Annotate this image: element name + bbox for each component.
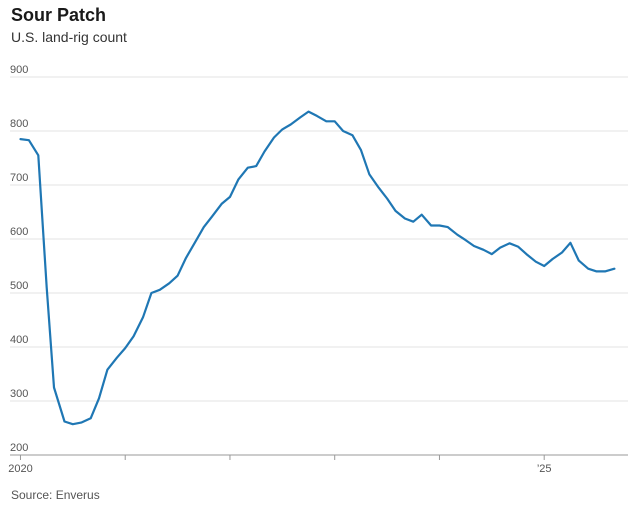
x-tick-label: ’25 (537, 463, 552, 475)
x-axis-ticks (19, 455, 545, 460)
y-tick-label: 500 (10, 280, 28, 292)
series-line (19, 110, 616, 426)
series-group (19, 110, 616, 426)
x-axis-labels: 2020 ’25 (8, 463, 551, 475)
y-tick-label: 400 (10, 334, 28, 346)
y-tick-label: 800 (10, 118, 28, 130)
x-tick-label: 2020 (8, 463, 32, 475)
y-tick-label: 600 (10, 226, 28, 238)
chart-subtitle: U.S. land-rig count (11, 29, 127, 45)
y-tick-label: 300 (10, 388, 28, 400)
source-note: Source: Enverus (11, 488, 100, 502)
chart-title: Sour Patch (11, 5, 107, 25)
gridlines (10, 76, 628, 402)
y-tick-label: 700 (10, 172, 28, 184)
y-tick-label: 200 (10, 442, 28, 454)
y-tick-label: 900 (10, 64, 28, 76)
y-axis-labels: 900 800 700 600 500 400 300 200 (10, 64, 28, 454)
